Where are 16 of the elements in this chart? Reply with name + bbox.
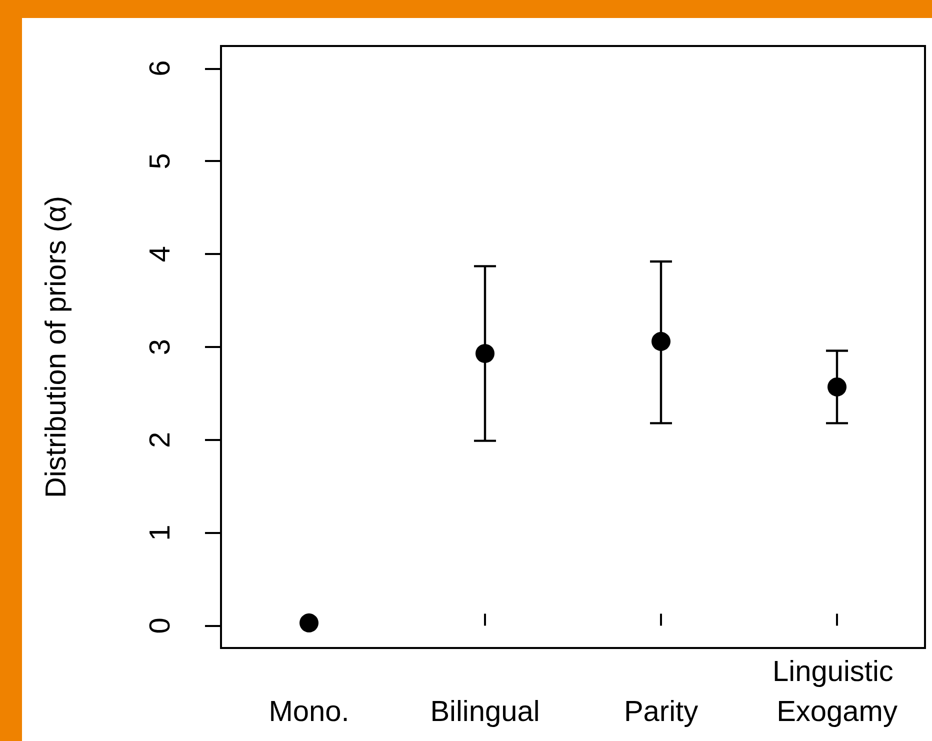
point — [652, 332, 670, 351]
y-tick-label: 3 — [144, 338, 176, 356]
x-tick-label: Mono. — [268, 696, 350, 728]
y-tick-label: 4 — [144, 246, 176, 262]
y-tick-label: 2 — [144, 432, 176, 448]
y-tick-label: 0 — [144, 618, 176, 634]
x-tick-label: Bilingual — [430, 696, 540, 728]
point — [828, 377, 846, 396]
point — [300, 613, 318, 632]
x-tick-label: Linguistic Exogamy — [772, 656, 902, 728]
point — [476, 344, 494, 363]
y-tick-label: 5 — [144, 153, 176, 170]
y-tick-label: 6 — [144, 60, 176, 76]
y-axis-title: Distribution of priors (α) — [40, 196, 72, 498]
y-tick-label: 1 — [144, 524, 176, 541]
x-tick-label: Parity — [624, 696, 699, 728]
